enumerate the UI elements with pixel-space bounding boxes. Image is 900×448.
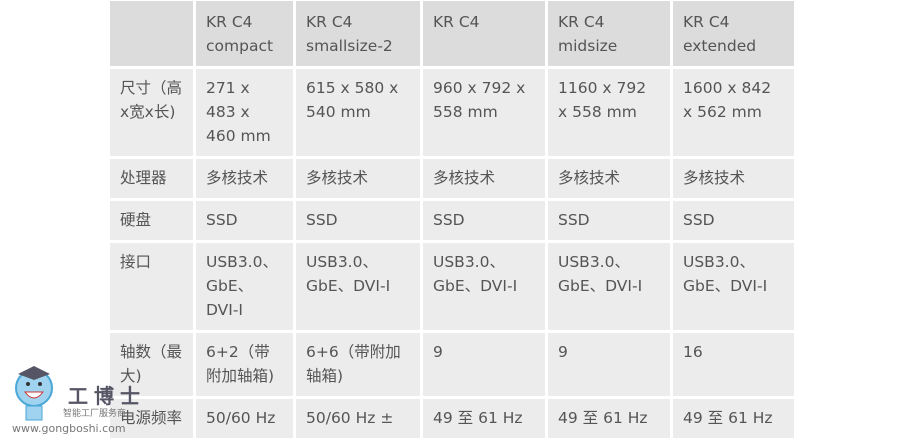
table-cell: 多核技术 xyxy=(193,156,296,201)
table-cell: 50/60 Hz xyxy=(193,396,296,441)
table-cell: SSD xyxy=(670,198,797,243)
table-row: 电源频率 50/60 Hz 50/60 Hz ±49 至 61 Hz 49 至 61 … xyxy=(107,396,797,441)
header-cell: KR C4 xyxy=(420,0,548,69)
table-cell: 多核技术 xyxy=(420,156,548,201)
table-cell: SSD xyxy=(545,198,673,243)
watermark-tagline: 智能工厂服务商 xyxy=(63,409,127,419)
table-cell: USB3.0、GbE、DVI-I xyxy=(670,240,797,333)
table-cell: 49 至 61 Hz xyxy=(420,396,548,441)
row-label: 接口 xyxy=(107,240,196,333)
table-cell: 16 xyxy=(670,330,797,399)
table-row: 接口 USB3.0、GbE、DVI-I USB3.0、GbE、DVI-I USB3.0… xyxy=(107,240,797,333)
table-cell: 1160 x 792 x 558 mm xyxy=(545,66,673,159)
row-label: 尺寸（高x宽x长) xyxy=(107,66,196,159)
table-cell: 960 x 792 x 558 mm xyxy=(420,66,548,159)
table-cell: 50/60 Hz ± xyxy=(293,396,423,441)
watermark-url: www.gongboshi.com xyxy=(12,422,126,435)
table-cell: SSD xyxy=(420,198,548,243)
table-cell: 49 至 61 Hz xyxy=(545,396,673,441)
table-cell: 9 xyxy=(545,330,673,399)
table-cell: SSD xyxy=(293,198,423,243)
row-label: 处理器 xyxy=(107,156,196,201)
table-cell: USB3.0、GbE、DVI-I xyxy=(420,240,548,333)
header-cell: KR C4 midsize xyxy=(545,0,673,69)
mascot-icon xyxy=(15,366,53,421)
table-cell: 615 x 580 x 540 mm xyxy=(293,66,423,159)
table-cell: USB3.0、GbE、DVI-I xyxy=(545,240,673,333)
row-label: 电源频率 xyxy=(107,396,196,441)
header-cell: KR C4 smallsize-2 xyxy=(293,0,423,69)
table-cell: SSD xyxy=(193,198,296,243)
table-cell: 6+2（带附加轴箱) xyxy=(193,330,296,399)
row-label: 轴数（最大) xyxy=(107,330,196,399)
header-cell xyxy=(107,0,196,69)
table-cell: 271 x 483 x 460 mm xyxy=(193,66,296,159)
table-row: 硬盘 SSD SSD SSD SSD SSD xyxy=(107,198,797,243)
watermark-name: 工博士 xyxy=(68,384,146,408)
table-cell: USB3.0、GbE、DVI-I xyxy=(193,240,296,333)
table-cell: 6+6（带附加轴箱) xyxy=(293,330,423,399)
header-cell: KR C4 compact xyxy=(193,0,296,69)
header-cell: KR C4 extended xyxy=(670,0,797,69)
row-label: 硬盘 xyxy=(107,198,196,243)
table-cell: 多核技术 xyxy=(293,156,423,201)
table-cell: 49 至 61 Hz xyxy=(670,396,797,441)
spec-table: KR C4 compact KR C4 smallsize-2 KR C4 KR… xyxy=(107,0,797,441)
table-row: 轴数（最大) 6+2（带附加轴箱) 6+6（带附加轴箱) 9 9 16 xyxy=(107,330,797,399)
table-cell: USB3.0、GbE、DVI-I xyxy=(293,240,423,333)
header-row: KR C4 compact KR C4 smallsize-2 KR C4 KR… xyxy=(107,0,797,69)
table-cell: 1600 x 842 x 562 mm xyxy=(670,66,797,159)
watermark-logo: 工博士 智能工厂服务商 www.gongboshi.com xyxy=(8,362,188,448)
table-cell: 多核技术 xyxy=(670,156,797,201)
table-cell: 多核技术 xyxy=(545,156,673,201)
table-cell: 9 xyxy=(420,330,548,399)
table-row: 处理器 多核技术 多核技术 多核技术 多核技术 多核技术 xyxy=(107,156,797,201)
table-row: 尺寸（高x宽x长) 271 x 483 x 460 mm 615 x 580 x 5… xyxy=(107,66,797,159)
